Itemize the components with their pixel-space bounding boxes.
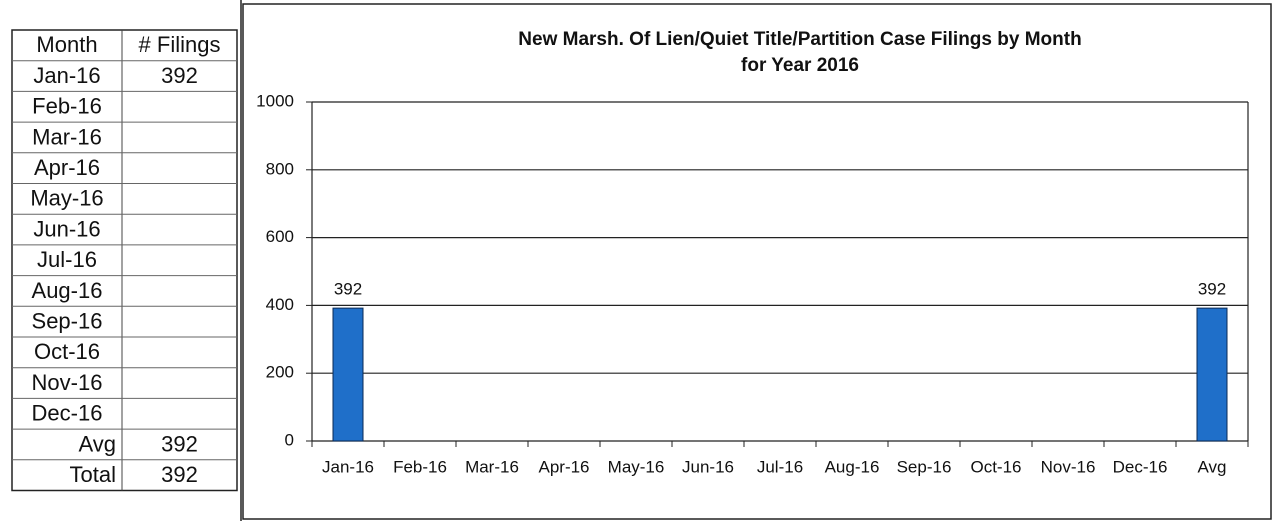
x-tick-label: May-16 (608, 457, 665, 476)
month-cell: Total (70, 462, 116, 487)
month-cell: Nov-16 (32, 370, 103, 395)
x-tick-label: Apr-16 (538, 457, 589, 476)
x-tick-label: Mar-16 (465, 457, 519, 476)
month-cell: Oct-16 (34, 339, 100, 364)
month-cell: Apr-16 (34, 155, 100, 180)
y-tick-label: 600 (266, 227, 294, 246)
filings-cell: 392 (161, 462, 198, 487)
bar (1196, 307, 1228, 442)
y-tick-label: 800 (266, 159, 294, 178)
x-tick-label: Jul-16 (757, 457, 803, 476)
x-tick-label: Nov-16 (1041, 457, 1096, 476)
month-cell: Feb-16 (32, 94, 102, 119)
month-cell: May-16 (30, 186, 103, 211)
y-tick-label: 200 (266, 363, 294, 382)
table-border (11, 29, 238, 492)
month-cell: Mar-16 (32, 124, 102, 149)
table-header: # Filings (139, 32, 221, 57)
chart-frame (242, 3, 1272, 520)
chart-title: for Year 2016 (741, 55, 859, 76)
month-cell: Dec-16 (32, 401, 103, 426)
table-header: Month (36, 32, 97, 57)
data-label: 392 (334, 280, 362, 299)
month-cell: Jul-16 (37, 247, 97, 272)
month-cell: Jun-16 (33, 216, 100, 241)
x-tick-label: Avg (1198, 457, 1227, 476)
x-tick-label: Dec-16 (1113, 457, 1168, 476)
x-tick-label: Jun-16 (682, 457, 734, 476)
x-tick-label: Aug-16 (825, 457, 880, 476)
x-tick-label: Sep-16 (897, 457, 952, 476)
month-cell: Jan-16 (33, 63, 100, 88)
bar (332, 307, 364, 442)
month-cell: Sep-16 (32, 308, 103, 333)
chart-title: New Marsh. Of Lien/Quiet Title/Partition… (518, 29, 1081, 50)
y-tick-label: 0 (285, 430, 294, 449)
month-cell: Aug-16 (32, 278, 103, 303)
filings-cell: 392 (161, 431, 198, 456)
filings-cell: 392 (161, 63, 198, 88)
y-tick-label: 1000 (256, 91, 294, 110)
y-tick-label: 400 (266, 295, 294, 314)
x-tick-label: Oct-16 (970, 457, 1021, 476)
x-tick-label: Jan-16 (322, 457, 374, 476)
data-label: 392 (1198, 280, 1226, 299)
x-tick-label: Feb-16 (393, 457, 447, 476)
month-cell: Avg (78, 431, 116, 456)
